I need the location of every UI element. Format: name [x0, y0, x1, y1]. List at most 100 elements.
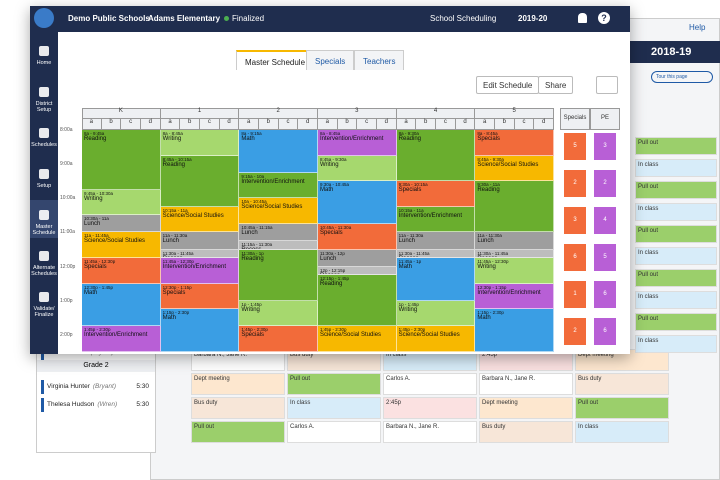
schedule-block[interactable]: 12p - 12:15pRecess	[318, 266, 397, 276]
block-time: 8:45a - 9:30a	[477, 156, 504, 162]
schedule-block[interactable]: 11:30a - 11:45aRecess	[160, 249, 240, 259]
schedule-block[interactable]: 12:30p - 1:15p Specials	[160, 283, 240, 310]
schedule-block[interactable]: 8a - 8:45a Specials	[475, 130, 554, 156]
tab[interactable]: Master Schedule	[236, 50, 315, 70]
schedule-block[interactable]: 8a - 9:15a Math	[239, 130, 318, 173]
help-link[interactable]: Help	[689, 23, 706, 32]
block-label: Math	[241, 136, 255, 142]
block-time: 11a - 11:30a	[162, 233, 188, 239]
back-cell: Dept meeting	[191, 373, 285, 395]
schedule-block[interactable]: 1p - 1:45p Writing	[239, 300, 318, 327]
subcolumn-header: c	[121, 119, 141, 130]
grade-header: 5	[475, 108, 554, 119]
schedule-block[interactable]: 1:45p - 2:30p Science/Social Studies	[318, 326, 397, 352]
schedule-block[interactable]: 10a - 10:45a Science/Social Studies	[239, 198, 318, 224]
schedule-block[interactable]: 11:30a - 12p Lunch	[318, 249, 397, 267]
schedule-block[interactable]: 8:45a - 10:15a Reading	[160, 155, 240, 207]
subcolumn-header: b	[180, 119, 200, 130]
sidebar-item[interactable]: Schedules	[30, 118, 58, 156]
schedule-block[interactable]: 1p - 1:45p Writing	[396, 300, 476, 327]
schedule-block[interactable]: 9:30a - 10:15a Specials	[396, 181, 476, 207]
side-cell[interactable]: 6	[594, 281, 616, 308]
schedule-block[interactable]: 1:45p - 2:30p Science/Social Studies	[396, 326, 476, 352]
schedule-block[interactable]: 11:30a - 11:45aRecess	[475, 249, 554, 259]
block-time: 1:45p - 2:30p	[241, 327, 268, 333]
schedule-block[interactable]: 9:15a - 10a Intervention/Enrichment	[239, 172, 318, 199]
schedule-block[interactable]: 1:15p - 2:30p Math	[475, 309, 554, 352]
schedule-block[interactable]: 10:15a - 11a Intervention/Enrichment	[396, 206, 476, 233]
print-button[interactable]	[596, 76, 618, 94]
person-row[interactable]: Thelesa Hudson (Wren) 5:30	[41, 398, 151, 412]
schedule-block[interactable]: 8a - 9:45a Reading	[82, 130, 161, 190]
tab[interactable]: Specials	[306, 50, 355, 70]
schedule-block[interactable]: 11:45a - 12:30p Intervention/Enrichment	[160, 258, 240, 284]
schedule-block[interactable]: 8a - 8:45a Writing	[160, 130, 240, 156]
org-menu[interactable]: Demo Public Schools	[68, 14, 150, 23]
sidebar-item[interactable]: Alternate Schedules	[30, 241, 58, 279]
block-label: Specials	[241, 332, 265, 339]
year-menu[interactable]: 2019-20	[518, 14, 548, 23]
side-cell[interactable]: 6	[564, 244, 586, 271]
app-menu[interactable]: School Scheduling	[430, 14, 497, 23]
schedule-block[interactable]: 8:45a - 9:30a Science/Social Studies	[475, 155, 554, 182]
schedule-block[interactable]: 9:45a - 10:30a Writing	[82, 189, 161, 216]
sidebar-item[interactable]: Validate/ Finalize	[30, 282, 58, 320]
side-cell[interactable]: 5	[564, 133, 586, 160]
schedule-block[interactable]: 9:30a - 10:45a Math	[318, 181, 397, 224]
sidebar-item[interactable]: Master Schedule	[30, 200, 58, 238]
tab[interactable]: Teachers	[354, 50, 405, 70]
schedule-block[interactable]: 10:45a - 11:15a Lunch	[239, 223, 318, 241]
school-menu[interactable]: Adams Elementary	[148, 14, 221, 23]
schedule-block[interactable]: 8a - 8:45a Intervention/Enrichment	[318, 130, 397, 156]
block-label: Intervention/Enrichment	[84, 332, 148, 339]
side-cell[interactable]: 4	[594, 207, 616, 234]
logo	[34, 8, 54, 28]
schedule-block[interactable]: 11:45a - 12:30p Specials	[82, 258, 161, 284]
schedule-block[interactable]: 10:15a - 11a Science/Social Studies	[160, 206, 240, 233]
schedule-block[interactable]: 12:15p - 1:45p Reading	[318, 275, 397, 327]
schedule-block[interactable]: 10:45a - 11:30a Specials	[318, 223, 397, 250]
schedule-block[interactable]: 8:45a - 9:30a Writing	[318, 155, 397, 182]
schedule-block[interactable]: 10:30a - 11a Lunch	[82, 215, 161, 233]
sidebar-item[interactable]: District Setup	[30, 77, 58, 115]
block-label: Writing	[162, 136, 182, 142]
schedule-block[interactable]: 11:30a - 1p Reading	[239, 249, 318, 301]
tour-button[interactable]: Tour this page	[651, 71, 713, 83]
side-cell[interactable]: 3	[594, 133, 616, 160]
side-cell[interactable]: 3	[564, 207, 586, 234]
side-cell[interactable]: 2	[564, 318, 586, 345]
user-icon[interactable]	[578, 13, 587, 23]
side-cell[interactable]: 6	[594, 318, 616, 345]
schedule-block[interactable]: 1:45p - 2:30p Specials	[239, 326, 318, 352]
side-cell[interactable]: 5	[594, 244, 616, 271]
schedule-block[interactable]: 11:45a - 12:30p Writing	[475, 258, 554, 284]
block-label: Specials	[162, 289, 186, 296]
side-cell[interactable]: 2	[594, 170, 616, 197]
schedule-block[interactable]: 11:15a - 11:30aRecess	[239, 241, 318, 250]
schedule-block[interactable]: 11a - 11:30a Lunch	[160, 232, 240, 250]
block-time: 8a - 8:45a	[162, 131, 183, 136]
schedule-block[interactable]: 9:30a - 11a Reading	[475, 181, 554, 233]
schedule-block[interactable]: 11:45a - 1p Math	[396, 258, 476, 301]
schedule-block[interactable]: 11a - 11:30a Lunch	[396, 232, 476, 250]
sidebar-item[interactable]: Home	[30, 36, 58, 74]
subcolumn-header: b	[495, 119, 515, 130]
schedule-block[interactable]: 11:30a - 11:45aRecess	[396, 249, 476, 259]
toolbar-button[interactable]: Share	[538, 76, 574, 94]
help-icon[interactable]: ?	[598, 12, 610, 24]
block-time: 1:45p - 2:30p	[398, 327, 426, 333]
schedule-block[interactable]: 8a - 9:30a Reading	[396, 130, 476, 182]
toolbar-button[interactable]: Edit Schedule	[476, 76, 540, 94]
schedule-block[interactable]: 11a - 11:45a Science/Social Studies	[82, 232, 161, 259]
schedule-block[interactable]: 11a - 11:30a Lunch	[475, 232, 554, 250]
person-row[interactable]: Virginia Hunter (Bryant) 5:30	[41, 380, 151, 394]
side-cell[interactable]: 1	[564, 281, 586, 308]
schedule-block[interactable]: 12:30p - 1:15p Intervention/Enrichment	[475, 283, 554, 310]
block-time: 9:45a - 10:30a	[84, 190, 114, 196]
sidebar-item[interactable]: Setup	[30, 159, 58, 197]
schedule-block[interactable]: 1:15p - 2:30p Math	[160, 309, 240, 352]
block-label: Lunch	[241, 229, 258, 236]
schedule-block[interactable]: 1:45p - 2:30p Intervention/Enrichment	[82, 326, 161, 352]
schedule-block[interactable]: 12:30p - 1:45p Math	[82, 283, 161, 327]
side-cell[interactable]: 2	[564, 170, 586, 197]
